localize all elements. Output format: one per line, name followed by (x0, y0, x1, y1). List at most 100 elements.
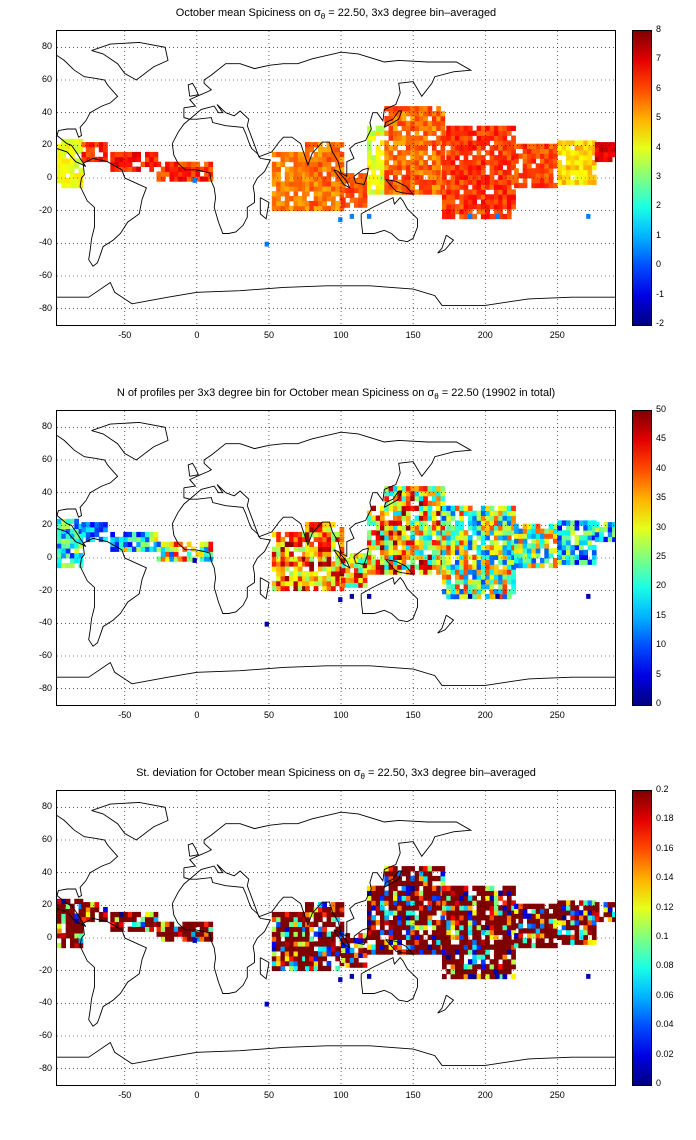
data-bin (506, 150, 512, 156)
data-bin (326, 551, 332, 557)
data-bin (405, 920, 411, 926)
data-bin (427, 949, 433, 955)
data-bin (401, 949, 407, 955)
data-bin (506, 544, 512, 551)
data-bin (349, 947, 355, 954)
data-bin (514, 938, 519, 944)
data-bin (485, 559, 490, 565)
data-bin (331, 936, 336, 942)
data-bin (367, 135, 372, 141)
data-bin (527, 158, 532, 164)
data-bin (557, 920, 562, 926)
data-bin (375, 920, 381, 926)
data-bin (326, 522, 332, 528)
y-tick-label: -80 (38, 1062, 52, 1073)
data-bin (276, 585, 281, 592)
data-bin (459, 160, 464, 166)
data-bin (485, 199, 490, 205)
data-bin (544, 933, 549, 939)
data-bin (485, 900, 490, 906)
data-bin (397, 549, 402, 556)
data-bin (498, 969, 503, 975)
data-bin (485, 890, 490, 896)
data-bin (297, 585, 303, 592)
data-bin (467, 204, 473, 210)
data-bin (427, 569, 433, 575)
data-bin (511, 574, 516, 580)
data-bin (574, 929, 580, 936)
data-bin (388, 530, 394, 536)
data-bin (493, 969, 499, 975)
data-bin (271, 580, 277, 587)
data-bin (455, 910, 460, 916)
data-bin (393, 510, 398, 516)
data-bin (450, 910, 456, 916)
data-bin (472, 900, 477, 906)
data-bin (553, 933, 558, 939)
data-bin (476, 589, 482, 595)
data-bin (358, 947, 363, 954)
data-bin (345, 202, 351, 208)
data-bin (94, 522, 100, 528)
data-bin (476, 564, 482, 570)
data-bin (302, 166, 307, 172)
data-bin (498, 194, 503, 200)
data-bin (476, 515, 482, 521)
data-bin (570, 924, 575, 931)
data-bin (431, 130, 437, 136)
data-bin (485, 505, 490, 511)
data-bin (405, 905, 411, 911)
data-bin (480, 145, 486, 151)
data-bin (380, 554, 385, 560)
data-bin (502, 184, 508, 190)
data-bin (427, 491, 433, 497)
data-bin (74, 918, 79, 924)
data-bin (459, 169, 464, 176)
coast-uk (187, 82, 199, 97)
data-bin (339, 546, 345, 552)
data-bin (195, 936, 201, 942)
data-bin (380, 924, 385, 931)
data-bin (289, 926, 294, 932)
data-bin (305, 956, 310, 962)
data-bin (506, 969, 512, 975)
data-bin (284, 926, 290, 932)
data-bin (410, 184, 415, 190)
data-bin (459, 939, 464, 945)
data-bin (423, 885, 428, 891)
data-bin (480, 905, 486, 911)
data-bin (362, 192, 368, 198)
data-bin (427, 530, 433, 536)
data-bin (302, 186, 307, 192)
data-bin (557, 900, 562, 906)
data-bin (302, 200, 307, 207)
data-bin (583, 915, 588, 921)
data-bin (566, 939, 571, 945)
data-bin (123, 531, 128, 538)
data-bin (405, 890, 411, 896)
data-bin (302, 585, 307, 592)
data-bin (485, 535, 490, 541)
data-bin (431, 934, 437, 940)
data-bin (527, 928, 532, 934)
data-bin (485, 584, 490, 590)
data-bin (431, 189, 437, 195)
data-bin (583, 174, 588, 180)
data-bin (410, 115, 415, 122)
data-bin (397, 160, 402, 166)
data-bin (423, 564, 428, 570)
data-bin (367, 213, 372, 219)
data-bin (335, 956, 340, 962)
data-bin (459, 973, 464, 980)
data-bin (305, 205, 310, 212)
data-bin (78, 898, 84, 905)
data-bin (388, 535, 394, 541)
data-bin (489, 160, 495, 166)
data-bin (195, 171, 201, 177)
data-bin (401, 866, 407, 872)
data-bin (362, 947, 368, 954)
data-bin (302, 580, 307, 587)
data-bin (418, 895, 424, 901)
data-bin (119, 911, 124, 918)
data-bin (375, 910, 381, 916)
